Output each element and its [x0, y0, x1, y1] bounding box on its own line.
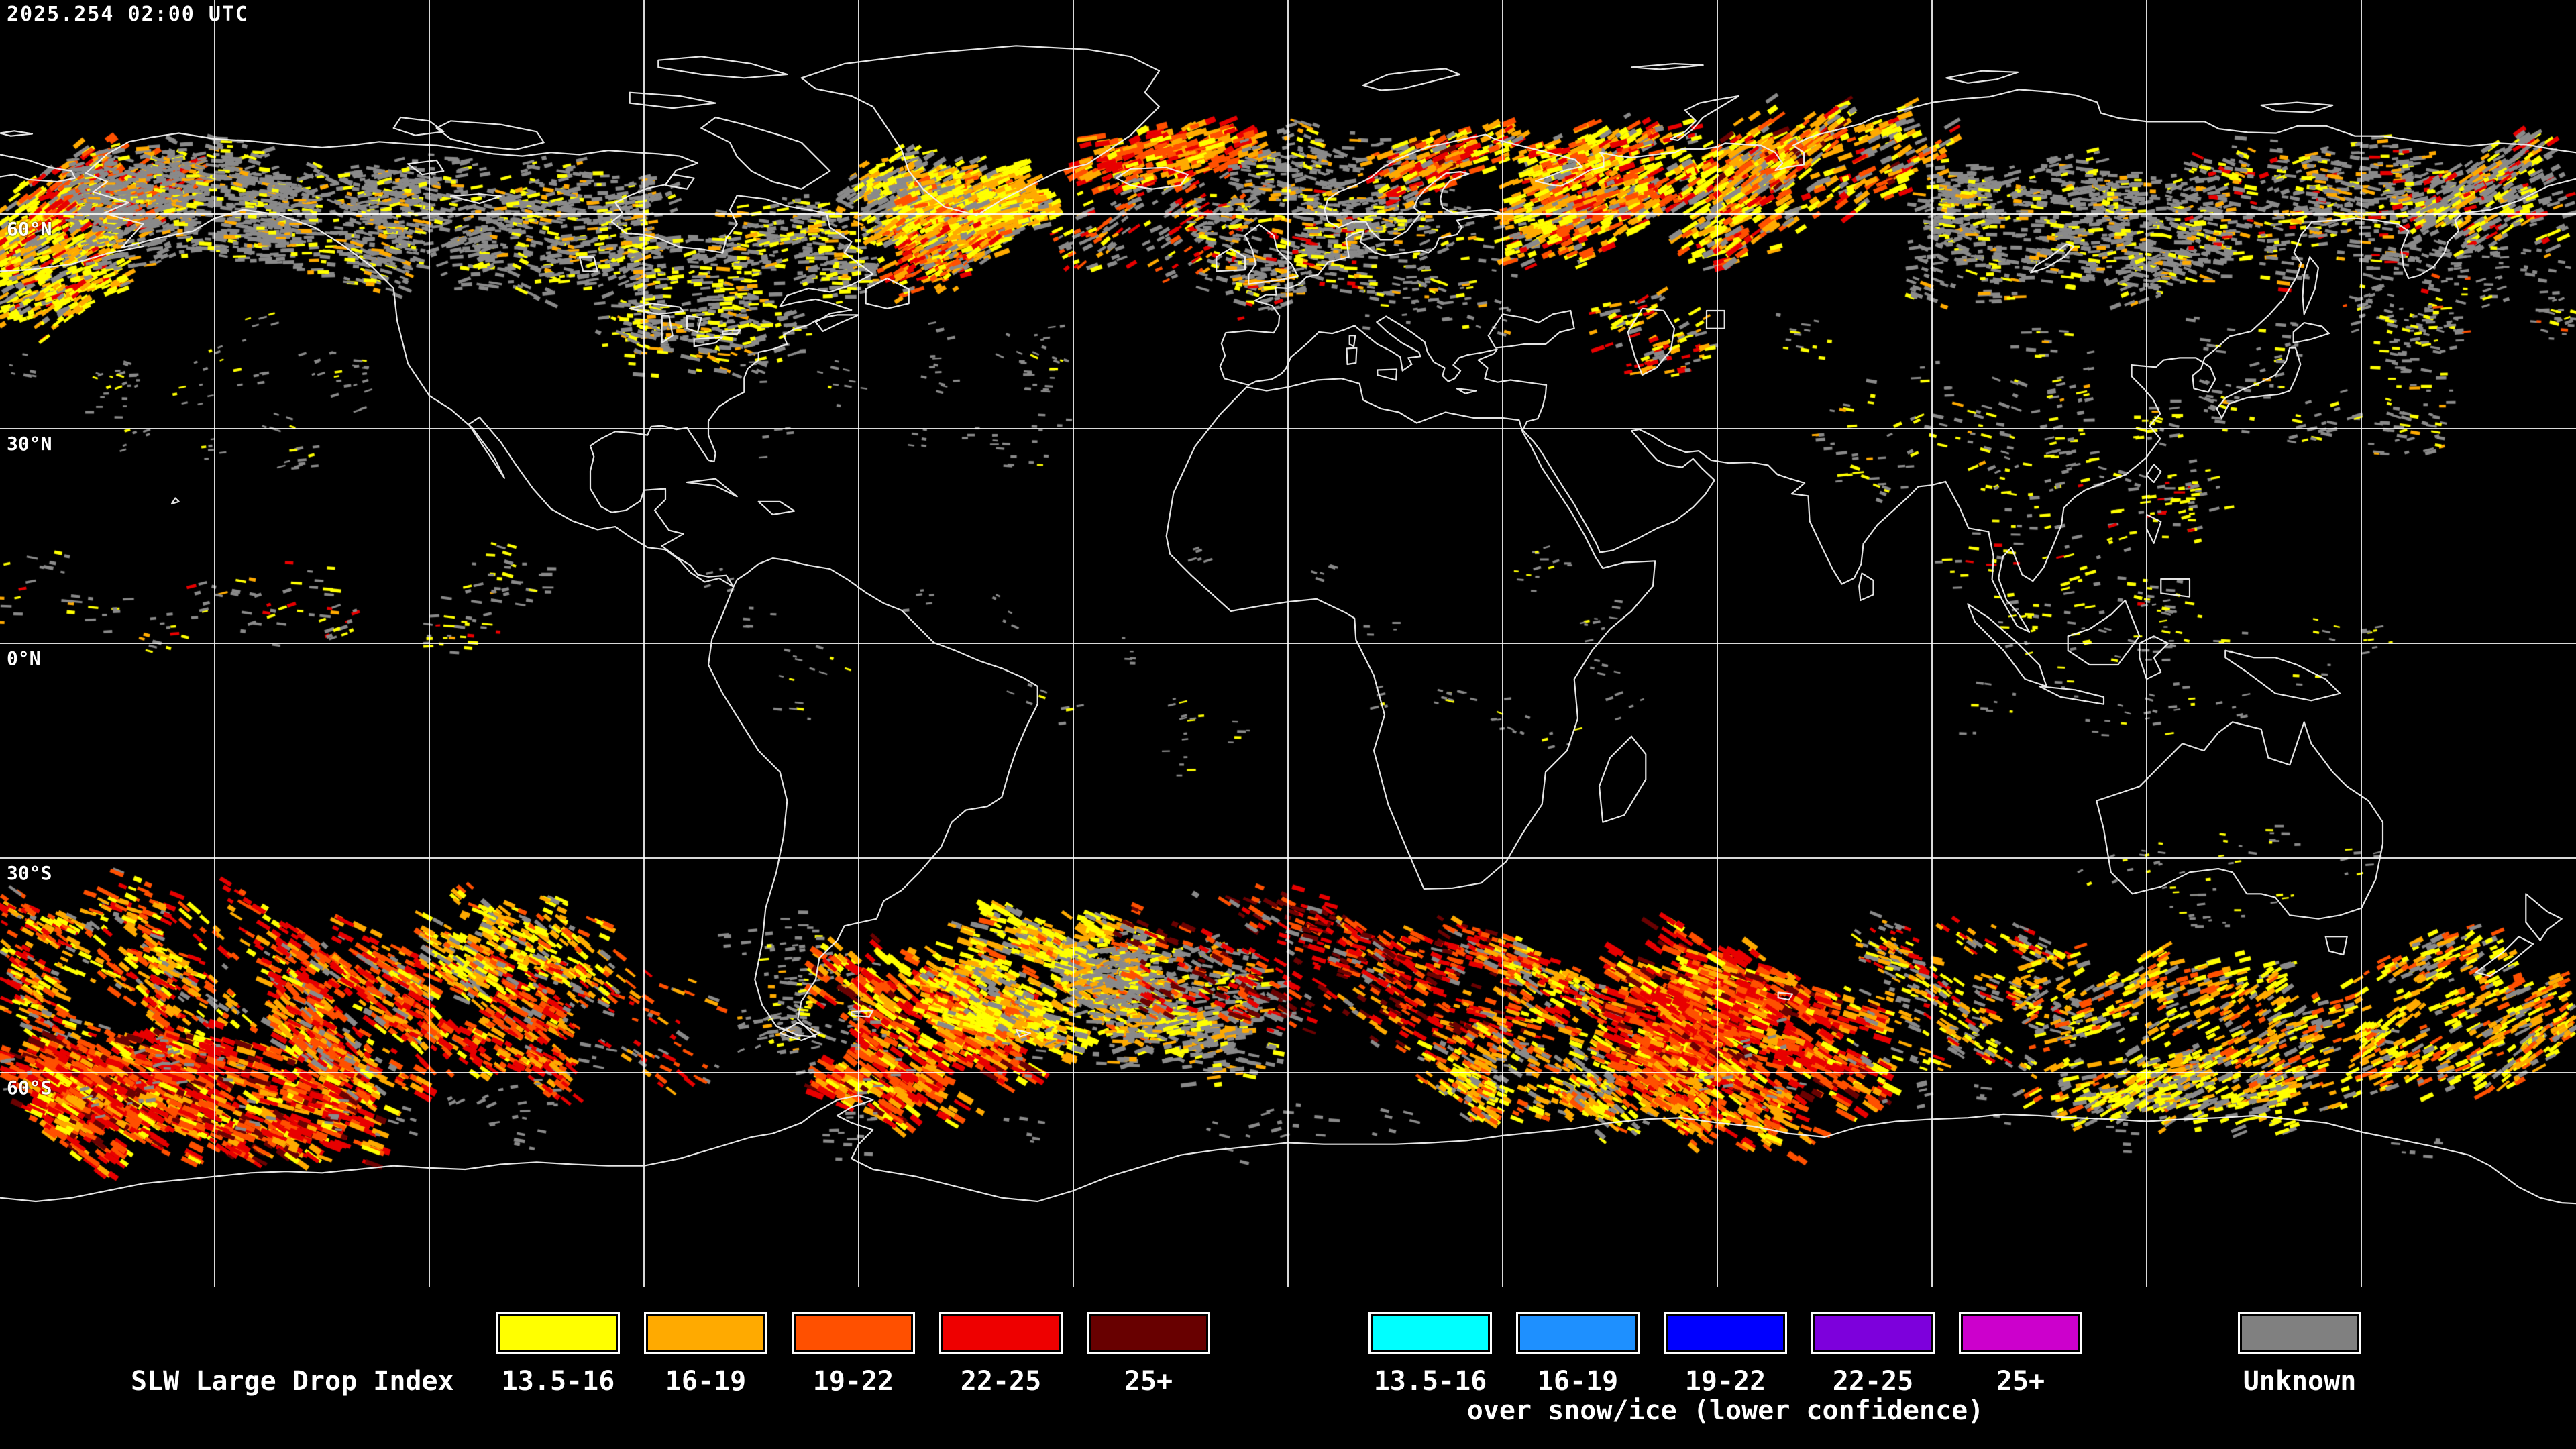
coastline-path [2224, 649, 2341, 702]
coastline-path [2292, 322, 2330, 344]
coastline-path [2139, 635, 2169, 680]
coastline-path [0, 1095, 2576, 1205]
coastline-path [1627, 307, 1676, 376]
coastline-path [686, 478, 738, 498]
coastline-path [1670, 95, 1740, 142]
coastline-path [693, 336, 724, 347]
coastline-path [449, 193, 502, 205]
coastline-path [2216, 347, 2302, 419]
coastline-path [1705, 309, 1725, 329]
coastline-path [779, 1022, 820, 1042]
coastline-path [1244, 223, 1299, 285]
coastline-path [757, 500, 796, 516]
coastline-path [1630, 62, 1704, 70]
latitude-label-30s: 30°S [7, 862, 52, 884]
latitude-label-0n: 0°N [7, 647, 41, 669]
coastline-path [1598, 735, 1647, 823]
coastline-path [2475, 936, 2534, 977]
coastline-path [0, 130, 34, 137]
coastline-path [1777, 991, 1794, 1001]
coastline-path [1362, 68, 1461, 91]
coastline-path [664, 174, 695, 190]
coastline-path [1456, 388, 1477, 394]
coastline-path [2038, 685, 2105, 705]
coastline-path [2160, 578, 2191, 598]
coastline-path [1216, 248, 1246, 272]
coastline-path [661, 315, 674, 344]
coastline-path [2324, 936, 2348, 956]
coastline-path [2145, 513, 2162, 544]
coastline-path [722, 329, 742, 335]
coastline-path [1165, 378, 1656, 890]
coastline-path [2030, 243, 2075, 274]
latitude-label-60s: 60°S [7, 1077, 52, 1099]
graticule-grid [0, 0, 2576, 1287]
coastline-path [629, 91, 716, 109]
coastline-path [1346, 347, 1358, 366]
coastline-path [1487, 309, 1575, 349]
coastline-path [1248, 178, 2576, 633]
coastline-path [0, 154, 76, 183]
coastline-path [1945, 70, 2019, 84]
coastline-path [800, 45, 1161, 217]
coastline-path [2145, 464, 2162, 484]
coastline-path [1219, 89, 2576, 386]
coastline-path [2096, 721, 2384, 920]
timestamp-label: 2025.254 02:00 UTC [7, 3, 250, 26]
coastline-path [851, 1010, 874, 1018]
coastline-path [1348, 335, 1356, 347]
coastline-path [629, 303, 684, 315]
coastlines [0, 45, 2576, 1205]
coastline-path [1015, 1028, 1032, 1038]
coastline-path [865, 277, 910, 309]
coastline-path [657, 56, 788, 79]
coastline-path [2260, 101, 2334, 113]
coastline-path [2302, 256, 2320, 315]
coastline-path [1967, 603, 2047, 688]
latitude-label-60n: 60°N [7, 218, 52, 240]
coastline-path [435, 120, 545, 151]
coastline-path [170, 497, 180, 505]
coastline-path [407, 159, 445, 176]
latitude-label-30n: 30°N [7, 433, 52, 455]
coastline-path [2525, 893, 2563, 941]
coastline-path [392, 116, 445, 136]
coastline-path [1858, 572, 1874, 602]
coastline-path [578, 256, 598, 272]
coastline-path [1115, 166, 1189, 190]
coastline-path [707, 557, 1038, 1038]
coastline-path [700, 116, 831, 190]
coastline-path [686, 315, 702, 333]
coastline-path [0, 245, 144, 272]
coastline-path [85, 132, 874, 588]
coastline-path [2067, 599, 2141, 666]
coastline-path [1377, 368, 1398, 381]
